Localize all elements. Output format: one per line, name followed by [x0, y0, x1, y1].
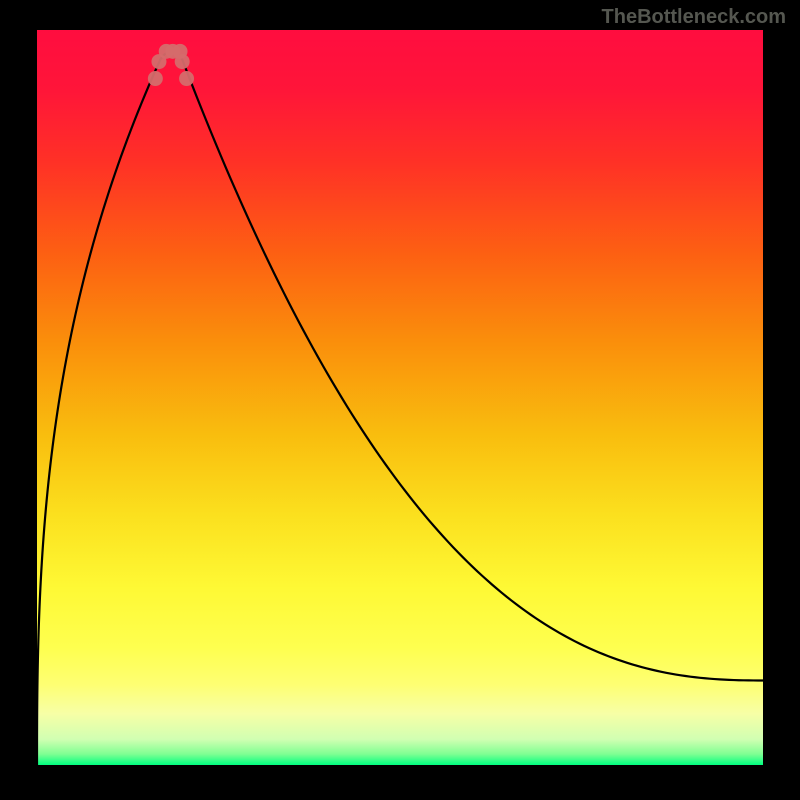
scatter-point: [148, 71, 163, 86]
watermark-text: TheBottleneck.com: [602, 6, 786, 29]
scatter-point: [175, 54, 190, 69]
gradient-background: [37, 30, 763, 765]
chart-container: TheBottleneck.com: [0, 0, 800, 800]
scatter-point: [179, 71, 194, 86]
bottleneck-chart-svg: [0, 0, 800, 800]
